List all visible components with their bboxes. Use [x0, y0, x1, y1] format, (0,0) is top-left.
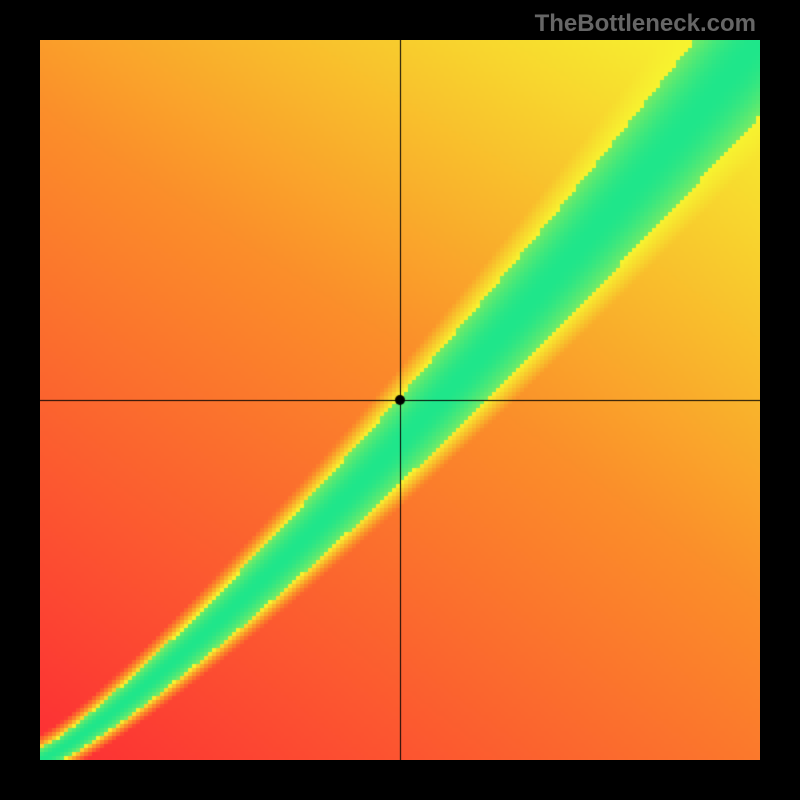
heatmap-plot	[40, 40, 760, 760]
watermark-text: TheBottleneck.com	[535, 10, 756, 38]
chart-frame: TheBottleneck.com	[0, 0, 800, 800]
heatmap-canvas	[40, 40, 760, 760]
